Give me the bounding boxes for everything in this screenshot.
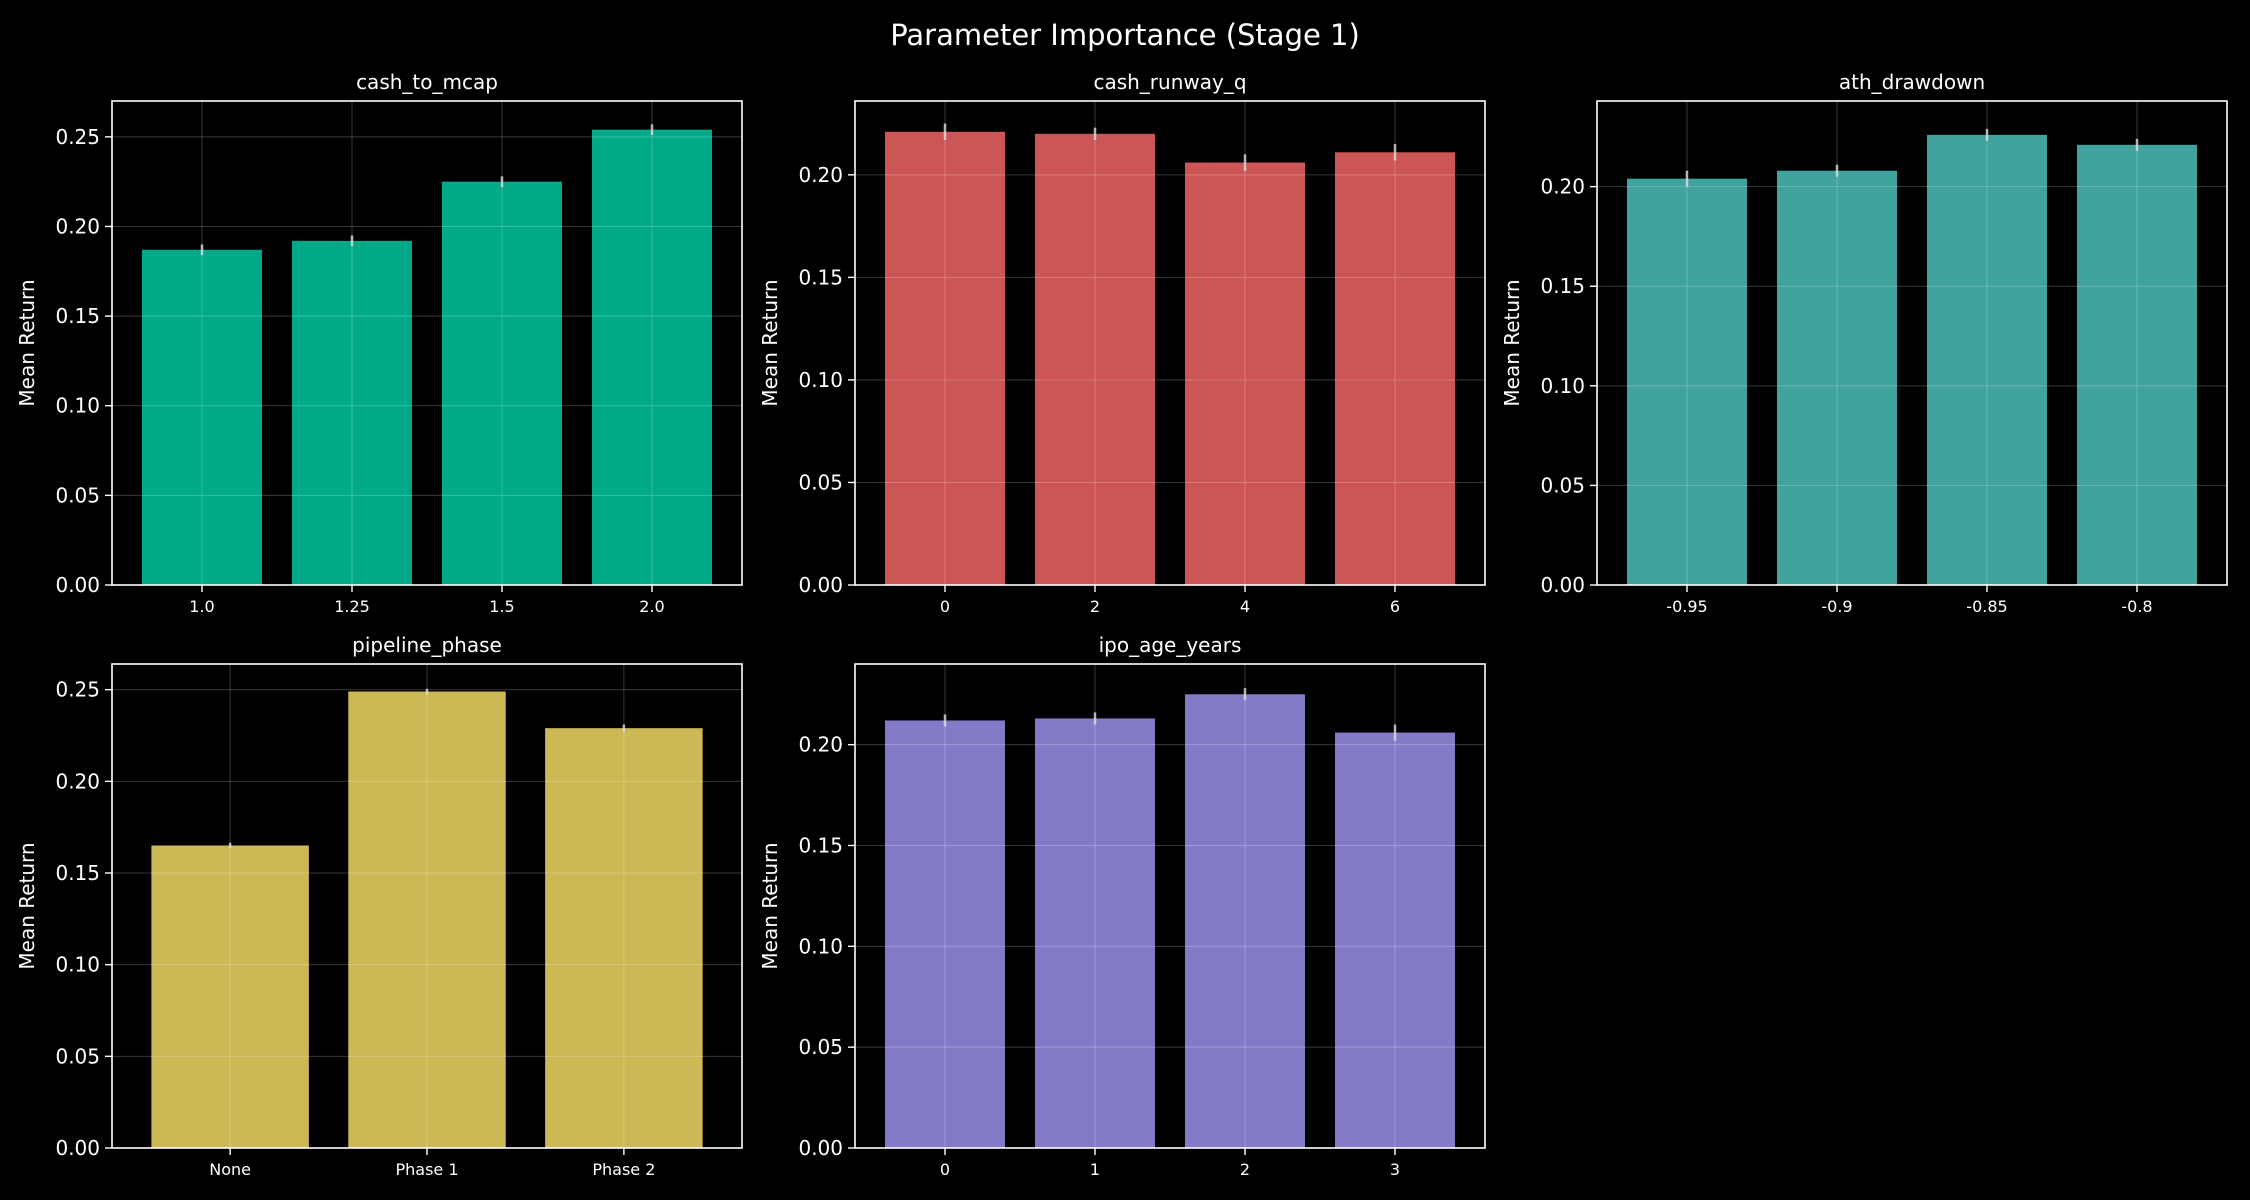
y-tick-label: 0.15 [1540,274,1585,298]
bar [1927,134,2047,585]
axes-frame [854,100,1486,586]
x-tick-label: Phase 1 [395,1160,458,1179]
subplot-title: ipo_age_years [1099,633,1242,657]
y-axis-label: Mean Return [15,279,39,406]
bar [1627,178,1747,585]
y-tick-label: 0.10 [798,368,843,392]
y-tick-label: 0.20 [798,733,843,757]
x-tick-label: -0.8 [2121,597,2152,616]
x-tick-label: 1 [1090,1160,1100,1179]
y-tick-label: 0.05 [55,483,100,507]
subplot-title: cash_runway_q [1093,70,1246,94]
x-tick-label: 1.25 [334,597,370,616]
y-tick-label: 0.05 [1540,473,1585,497]
axes-frame [111,100,743,586]
subplot-cash-to-mcap: cash_to_mcap Mean Return 0.00 0.05 0.10 0.15 0… [15,70,743,616]
bar [1335,152,1455,585]
y-tick-label: 0.15 [55,861,100,885]
x-tick-label: 1.5 [489,597,514,616]
bar [442,181,562,585]
subplot-title: pipeline_phase [352,633,502,657]
y-tick-label: 0.00 [798,573,843,597]
y-tick-label: 0.15 [798,834,843,858]
y-tick-label: 0.25 [55,678,100,702]
y-tick-label: 0.10 [1540,374,1585,398]
x-tick-label: 2 [1090,597,1100,616]
y-tick-label: 0.25 [55,125,100,149]
bar [545,728,703,1148]
y-tick-label: 0.00 [1540,573,1585,597]
y-tick-label: 0.00 [798,1136,843,1160]
x-tick-label: 6 [1390,597,1400,616]
bar [885,131,1005,586]
y-tick-label: 0.05 [55,1044,100,1068]
y-tick-label: 0.15 [798,265,843,289]
x-tick-label: Phase 2 [592,1160,655,1179]
bar [348,691,506,1148]
y-tick-label: 0.20 [798,163,843,187]
x-tick-label: 2.0 [639,597,664,616]
axes-frame [1596,100,2228,586]
bar [885,720,1005,1148]
subplot-ipo-age-years: ipo_age_years Mean Return 0.00 0.05 0.10 0.15… [758,633,1486,1179]
y-tick-label: 0.10 [798,934,843,958]
figure-title: Parameter Importance (Stage 1) [890,18,1360,52]
bar [2077,144,2197,586]
y-tick-label: 0.20 [55,214,100,238]
y-axis-label: Mean Return [758,842,782,969]
bar [1035,133,1155,586]
x-tick-label: -0.85 [1966,597,2007,616]
y-tick-label: 0.10 [55,953,100,977]
y-tick-label: 0.05 [798,1035,843,1059]
x-tick-label: 2 [1240,1160,1250,1179]
x-tick-label: -0.9 [1821,597,1852,616]
subplot-grid: cash_to_mcap Mean Return 0.00 0.05 0.10 0.15 0… [15,70,2228,1179]
x-tick-label: 3 [1390,1160,1400,1179]
bar [292,240,412,586]
y-tick-label: 0.20 [1540,175,1585,199]
y-tick-label: 0.15 [55,304,100,328]
bar [1335,732,1455,1148]
axes-frame [854,663,1486,1149]
bar [142,249,262,585]
y-axis-label: Mean Return [1500,279,1524,406]
bar [592,129,712,585]
y-tick-label: 0.05 [798,470,843,494]
subplot-cash-runway-q: cash_runway_q Mean Return 0.00 0.05 0.10 0.15… [758,70,1486,616]
x-tick-label: 4 [1240,597,1250,616]
subplot-title: cash_to_mcap [356,70,498,94]
x-tick-label: 0 [940,597,950,616]
x-tick-label: None [209,1160,251,1179]
y-tick-label: 0.00 [55,573,100,597]
subplot-pipeline-phase: pipeline_phase Mean Return 0.00 0.05 0.10 0.1… [15,633,743,1179]
x-tick-label: 0 [940,1160,950,1179]
subplot-title: ath_drawdown [1839,70,1985,94]
x-tick-label: -0.95 [1666,597,1707,616]
y-tick-label: 0.00 [55,1136,100,1160]
bar [1185,694,1305,1148]
y-tick-label: 0.10 [55,394,100,418]
y-tick-label: 0.20 [55,769,100,793]
bar [1185,162,1305,585]
bar [1035,718,1155,1148]
bar [151,845,309,1148]
bar [1777,170,1897,586]
x-tick-label: 1.0 [189,597,214,616]
subplot-ath-drawdown: ath_drawdown Mean Return 0.00 0.05 0.10 0.15 0… [1500,70,2228,616]
y-axis-label: Mean Return [15,842,39,969]
y-axis-label: Mean Return [758,279,782,406]
